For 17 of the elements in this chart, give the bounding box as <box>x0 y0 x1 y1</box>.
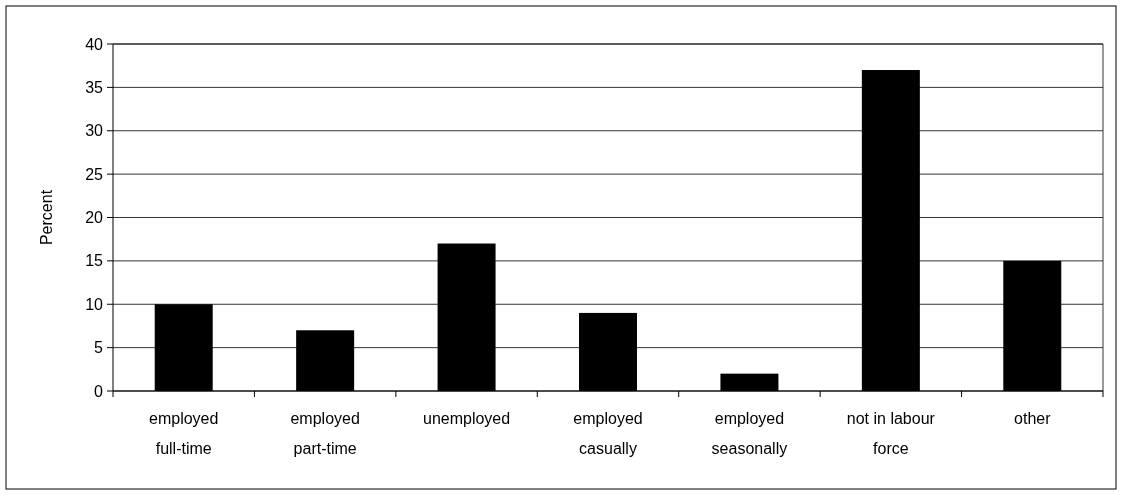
x-tick-label: not in labour force <box>846 410 936 457</box>
y-tick-label: 10 <box>85 295 104 313</box>
y-tick-label: 40 <box>85 35 104 53</box>
y-tick-label: 35 <box>85 78 104 96</box>
x-tick-label: employed seasonally <box>711 410 788 457</box>
y-tick-label: 15 <box>85 252 104 270</box>
y-tick-label: 5 <box>94 339 104 357</box>
x-tick-label: unemployed <box>422 410 511 427</box>
y-tick-label: 0 <box>94 382 104 400</box>
x-tick-label: employed part-time <box>290 410 360 457</box>
y-tick-label: 20 <box>85 209 104 227</box>
y-tick-label: 30 <box>85 122 104 140</box>
x-tick-label: employed casually <box>573 410 643 457</box>
x-tick-label: employed full-time <box>149 410 219 457</box>
y-axis-title: Percent <box>38 189 55 246</box>
y-tick-label: 25 <box>85 165 104 183</box>
x-tick-label: other <box>1014 410 1052 427</box>
